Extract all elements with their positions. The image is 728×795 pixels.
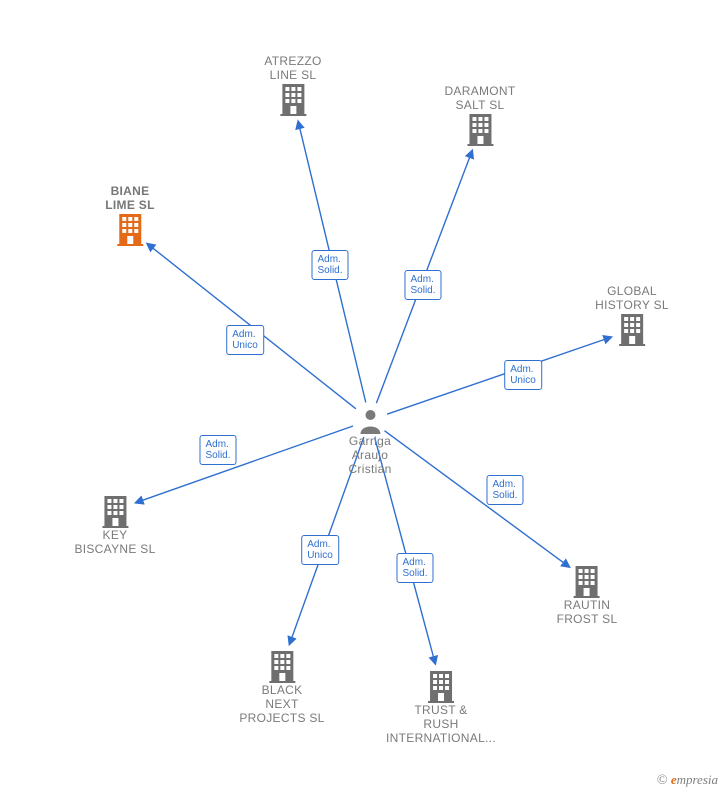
company-label: GLOBAL HISTORY SL xyxy=(595,284,669,312)
edge-label-black: Adm.Unico xyxy=(301,535,339,565)
building-icon xyxy=(465,112,495,146)
company-node-biane: BIANE LIME SL xyxy=(105,184,154,246)
company-label: BLACK NEXT PROJECTS SL xyxy=(239,683,324,725)
company-label: TRUST & RUSH INTERNATIONAL... xyxy=(386,703,496,745)
company-node-global: GLOBAL HISTORY SL xyxy=(595,284,669,346)
building-icon xyxy=(617,312,647,346)
company-node-key: KEY BISCAYNE SL xyxy=(74,494,155,556)
copyright-symbol: © xyxy=(657,773,668,788)
edges-layer xyxy=(0,0,728,795)
edge-label-atrezzo: Adm.Solid. xyxy=(311,250,348,280)
company-label: RAUTIN FROST SL xyxy=(557,598,618,626)
footer-attribution: © empresia xyxy=(657,772,718,789)
building-icon xyxy=(115,212,145,246)
building-icon xyxy=(426,669,456,703)
edge-rautin xyxy=(384,431,569,567)
edge-label-global: Adm.Unico xyxy=(504,360,542,390)
company-label: BIANE LIME SL xyxy=(105,184,154,212)
building-icon xyxy=(267,649,297,683)
building-icon xyxy=(572,564,602,598)
company-node-atrezzo: ATREZZO LINE SL xyxy=(264,54,321,116)
company-node-rautin: RAUTIN FROST SL xyxy=(557,564,618,626)
edge-global xyxy=(387,337,611,414)
company-node-daramont: DARAMONT SALT SL xyxy=(444,84,515,146)
edge-label-biane: Adm.Unico xyxy=(226,325,264,355)
network-diagram: Garriga Araujo Cristian BIANE LIME SL ATR… xyxy=(0,0,728,795)
brand-rest: mpresia xyxy=(677,772,718,787)
building-icon xyxy=(100,494,130,528)
edge-label-daramont: Adm.Solid. xyxy=(404,270,441,300)
company-label: DARAMONT SALT SL xyxy=(444,84,515,112)
edge-label-trust: Adm.Solid. xyxy=(396,553,433,583)
center-label: Garriga Araujo Cristian xyxy=(348,434,391,476)
edge-label-key: Adm.Solid. xyxy=(199,435,236,465)
company-node-black: BLACK NEXT PROJECTS SL xyxy=(239,649,324,725)
edge-key xyxy=(136,426,353,503)
company-node-trust: TRUST & RUSH INTERNATIONAL... xyxy=(386,669,496,745)
person-icon xyxy=(358,408,382,434)
building-icon xyxy=(278,82,308,116)
company-label: ATREZZO LINE SL xyxy=(264,54,321,82)
edge-label-rautin: Adm.Solid. xyxy=(486,475,523,505)
company-label: KEY BISCAYNE SL xyxy=(74,528,155,556)
center-node: Garriga Araujo Cristian xyxy=(348,408,391,476)
